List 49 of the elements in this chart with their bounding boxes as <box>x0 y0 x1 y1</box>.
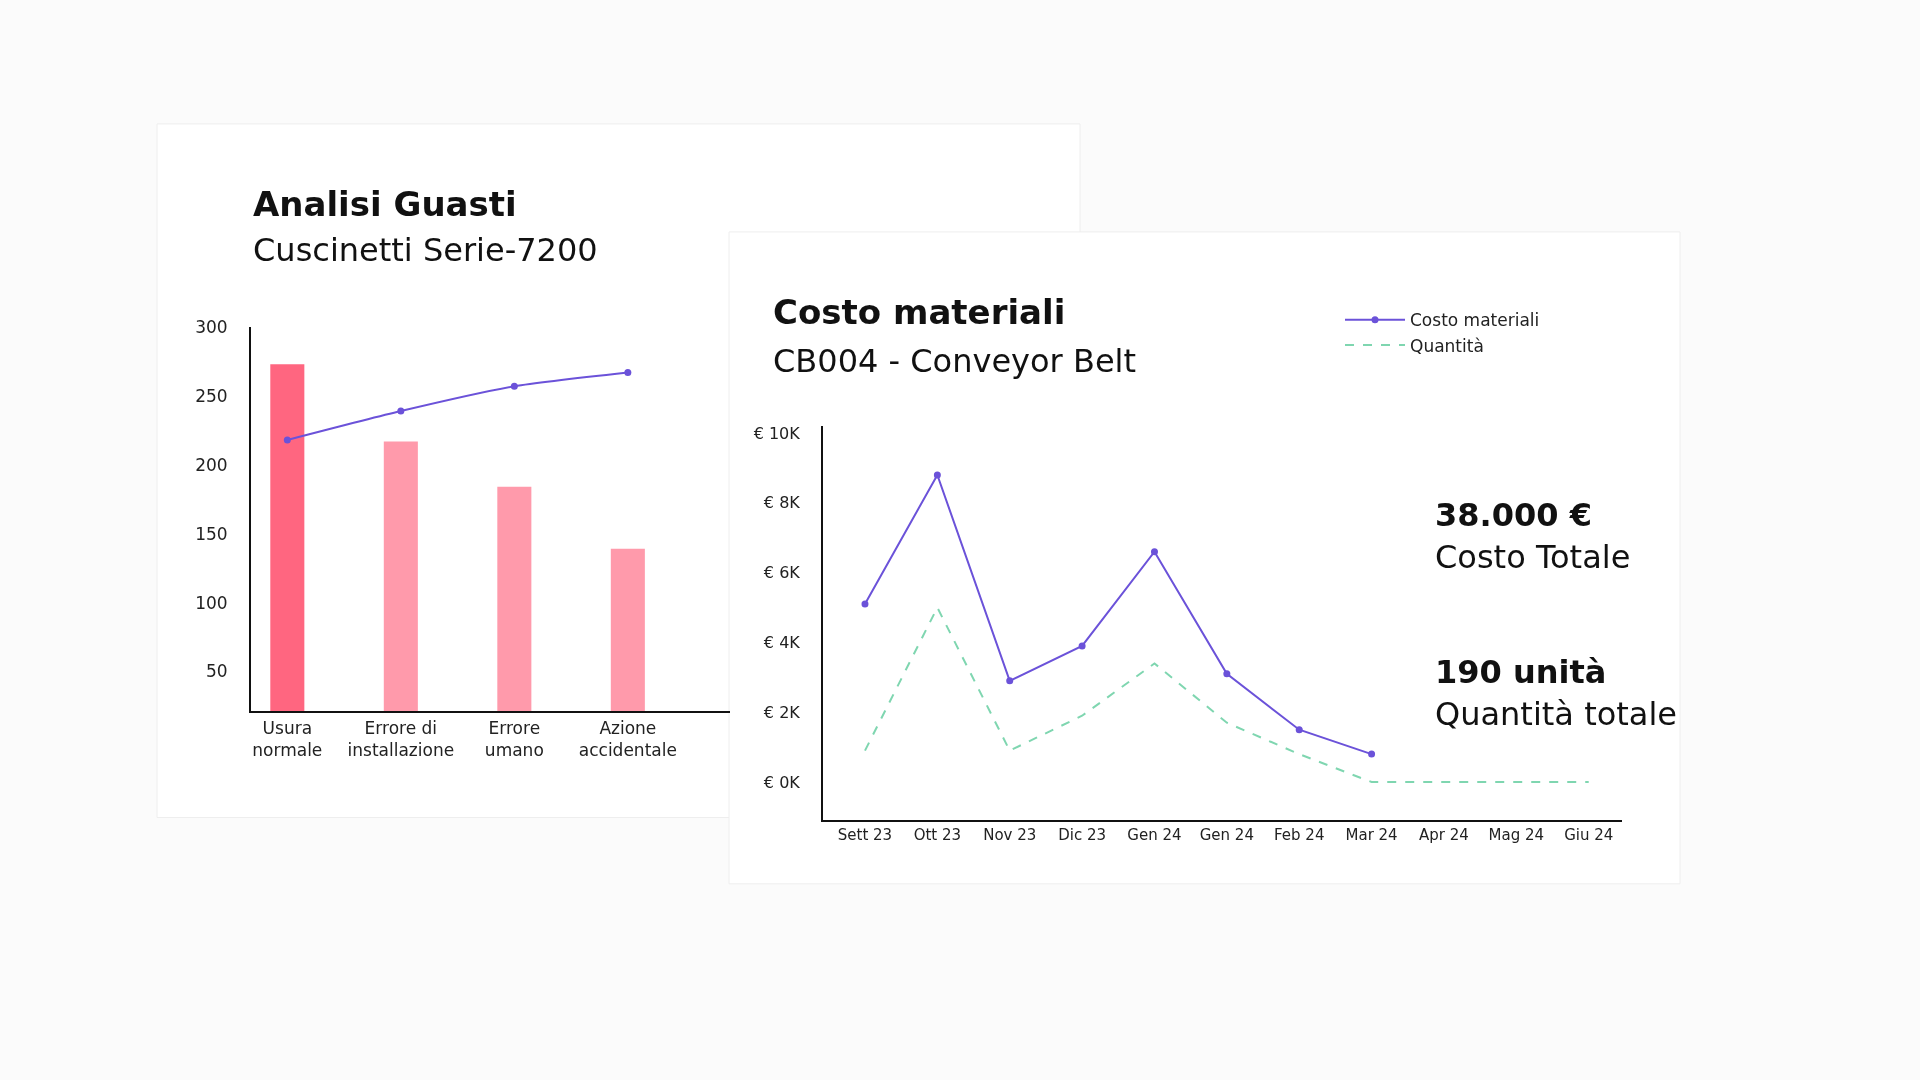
text: 190 unità <box>1435 653 1607 691</box>
x-tick-label: Azione accidentale <box>578 717 677 760</box>
chart-subtitle: CB004 - Conveyor Belt <box>773 342 1137 380</box>
y-tick-label: € 10K <box>753 423 801 443</box>
y-tick-label: 100 <box>195 592 228 613</box>
text: 38.000 € <box>1435 496 1592 534</box>
text: Quantità totale <box>1435 694 1677 733</box>
x-tick-label: Feb 24 <box>1274 826 1325 845</box>
point <box>397 407 405 415</box>
point <box>1295 726 1303 734</box>
chart-title: Analisi Guasti <box>253 184 517 224</box>
point <box>1078 642 1086 650</box>
x-tick-label: Apr 24 <box>1419 826 1469 845</box>
y-tick-label: 300 <box>195 316 228 337</box>
y-tick-label: 150 <box>195 523 228 544</box>
x-tick-label: Ott 23 <box>913 826 962 845</box>
point <box>861 600 869 608</box>
point <box>1006 677 1014 685</box>
y-tick-label: € 0K <box>763 772 801 792</box>
x-tick-label: Errore di installazione <box>347 717 455 760</box>
y-tick-label: 200 <box>195 454 228 475</box>
point <box>283 436 291 444</box>
chart-subtitle: Cuscinetti Serie-7200 <box>253 231 598 269</box>
x-tick-label: Nov 23 <box>983 826 1037 845</box>
point <box>933 471 941 479</box>
x-tick-label: Mar 24 <box>1345 826 1398 845</box>
y-tick-label: € 6K <box>763 563 801 583</box>
x-tick-label: Gen 24 <box>1199 826 1254 845</box>
text: Costo Totale <box>1435 537 1631 576</box>
point <box>1368 750 1376 758</box>
point <box>510 382 518 390</box>
y-tick-label: € 8K <box>763 493 801 513</box>
x-tick-label: Gen 24 <box>1127 826 1182 845</box>
y-tick-label: € 2K <box>763 702 801 722</box>
y-tick-label: 250 <box>195 385 228 406</box>
point <box>1223 670 1231 678</box>
point <box>1150 548 1158 556</box>
x-tick-label: Errore umano <box>484 717 544 760</box>
chart-title: Costo materiali <box>773 292 1066 332</box>
y-tick-label: € 4K <box>763 633 801 653</box>
point <box>624 369 632 376</box>
legend-label: Costo materiali <box>1410 310 1540 331</box>
x-tick-label: Mag 24 <box>1488 826 1545 845</box>
x-tick-label: Dic 23 <box>1058 826 1107 845</box>
x-tick-label: Sett 23 <box>837 826 893 845</box>
legend-label: Quantità <box>1410 335 1484 356</box>
y-tick-label: 50 <box>205 661 228 682</box>
x-tick-label: Giu 24 <box>1564 826 1614 845</box>
x-tick-label: Usura normale <box>252 717 323 760</box>
